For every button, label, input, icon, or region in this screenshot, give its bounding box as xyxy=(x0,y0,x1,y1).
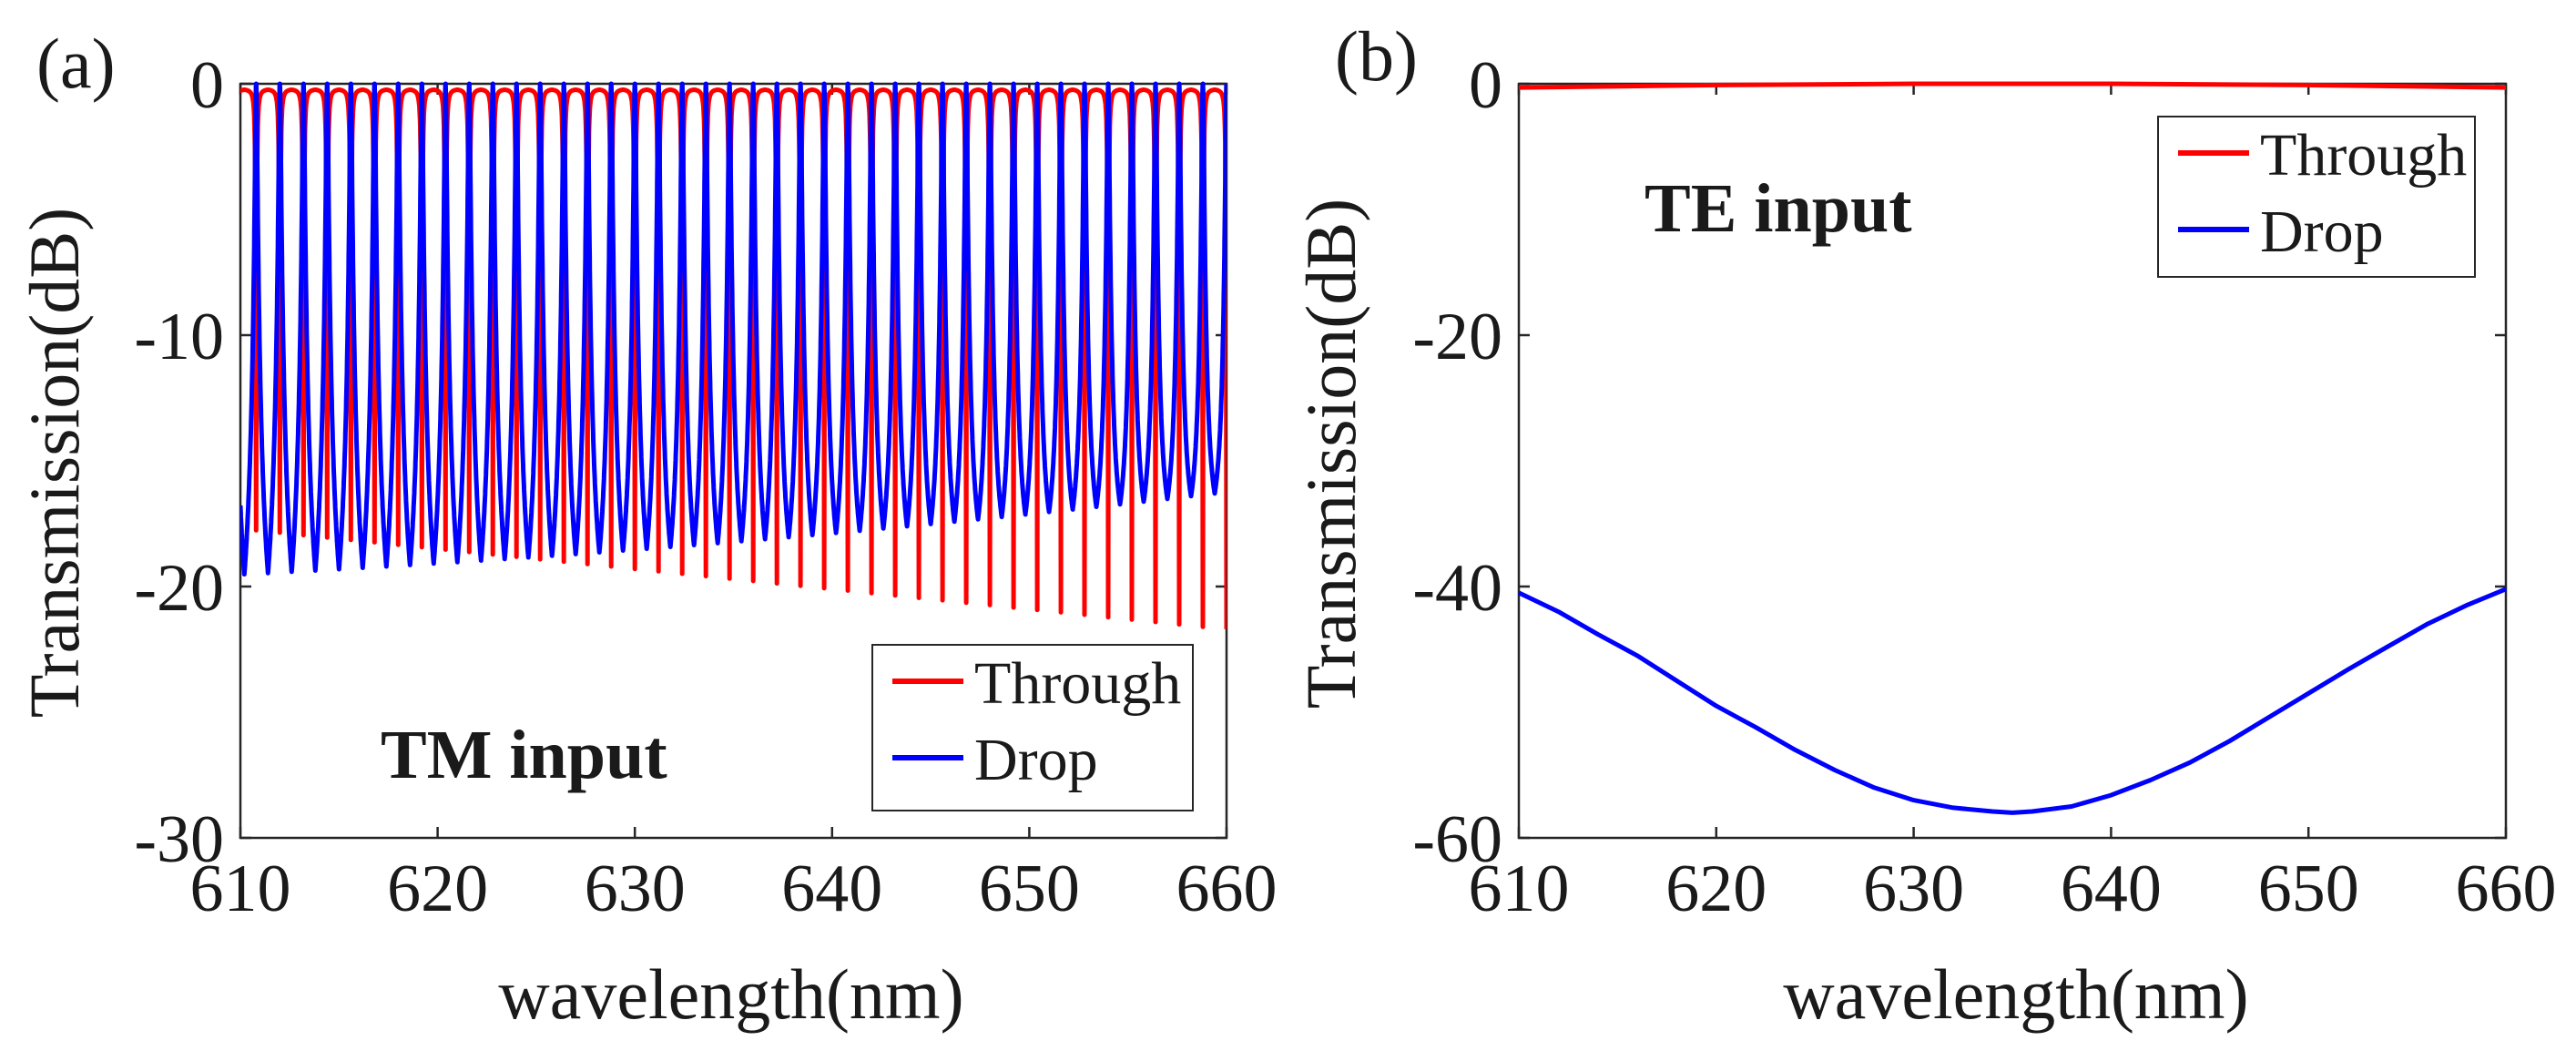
legend-box xyxy=(871,644,1194,811)
legend-label-drop: Drop xyxy=(2260,199,2384,265)
x-tick-label: 660 xyxy=(2456,852,2557,926)
panel-label: (a) xyxy=(36,24,116,103)
x-axis-label: wavelength(nm) xyxy=(1783,954,2248,1034)
y-tick-label: -10 xyxy=(134,300,224,374)
panel-a: (a) Transmission(dB) wavelength(nm) TM i… xyxy=(15,24,1278,1034)
legend: Through Drop xyxy=(2157,116,2476,278)
x-tick-label: 650 xyxy=(2258,852,2359,926)
legend-label-through: Through xyxy=(974,650,1181,717)
x-tick-label: 620 xyxy=(387,852,488,926)
x-tick-label: 650 xyxy=(979,852,1080,926)
x-tick-label: 640 xyxy=(781,852,882,926)
x-axis-label: wavelength(nm) xyxy=(498,954,963,1034)
y-tick-label: -20 xyxy=(134,551,224,626)
x-tick-label: 620 xyxy=(1665,852,1767,926)
y-axis-label: Transmission(dB) xyxy=(15,208,94,719)
x-tick-label: 660 xyxy=(1176,852,1278,926)
y-tick-label: -40 xyxy=(1412,551,1502,626)
x-tick-label: 610 xyxy=(190,852,291,926)
y-axis-label: Transmission(dB) xyxy=(1291,199,1370,709)
annotation-tm-input: TM input xyxy=(381,717,667,793)
y-tick-label: 0 xyxy=(1469,48,1502,123)
panel-label: (b) xyxy=(1335,16,1418,96)
panel-b: (b) Transmission(dB) wavelength(nm) TE i… xyxy=(1291,16,2557,1034)
x-tick-label: 630 xyxy=(1863,852,1964,926)
series-line-drop xyxy=(1517,587,2507,815)
series-line-drop xyxy=(240,81,1227,577)
series-line-through xyxy=(1518,81,2507,90)
y-tick-label: 0 xyxy=(190,48,224,123)
y-tick-label: -20 xyxy=(1412,300,1502,374)
x-tick-label: 610 xyxy=(1469,852,1570,926)
y-tick-label: -30 xyxy=(134,802,224,877)
x-tick-label: 640 xyxy=(2061,852,2162,926)
plot-area-b: 610 620 630 640 650 660 -60 -40 -20 0 Through Drop xyxy=(1412,48,2556,926)
annotation-te-input: TE input xyxy=(1644,170,1912,247)
y-tick-label: -60 xyxy=(1412,802,1502,877)
legend-label-drop: Drop xyxy=(974,727,1098,793)
plot-area-a: 610 620 630 640 650 660 -30 -20 -10 0 Through Drop xyxy=(134,48,1277,926)
legend: Through Drop xyxy=(871,644,1194,811)
legend-box xyxy=(2157,116,2476,278)
x-tick-label: 630 xyxy=(585,852,686,926)
legend-label-through: Through xyxy=(2260,122,2467,189)
